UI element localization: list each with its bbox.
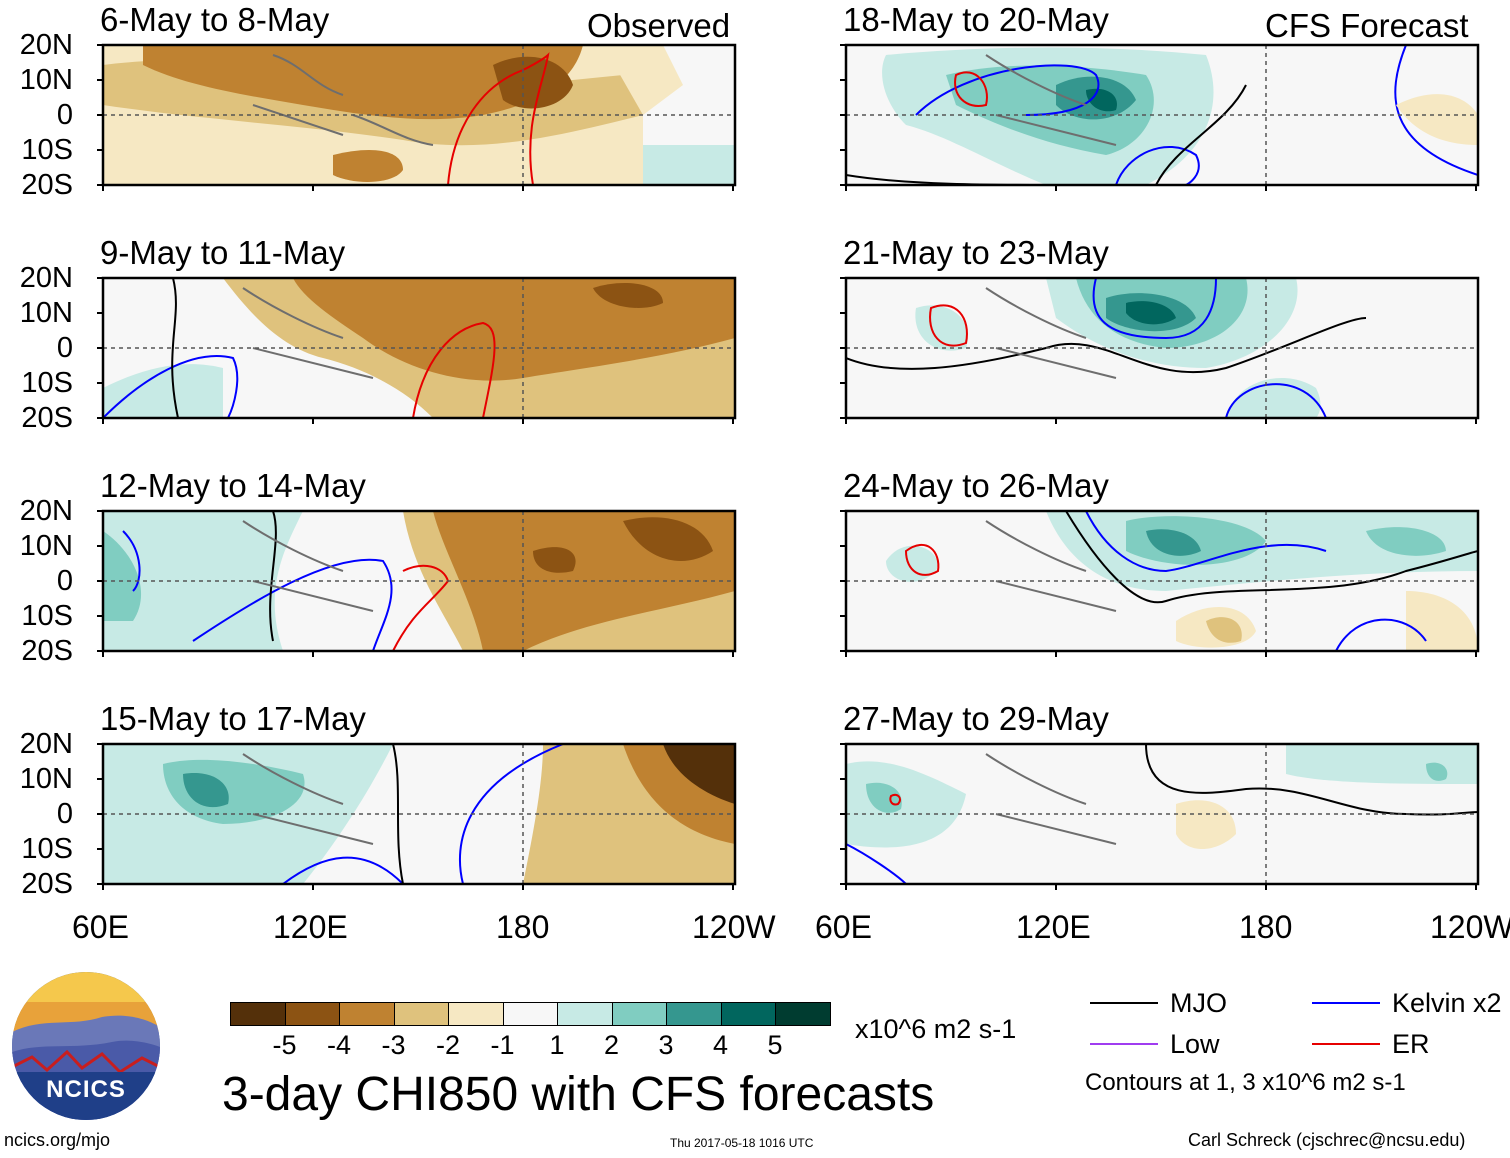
colorbar-label: -3 [381, 1030, 406, 1060]
low-legend-label: Low [1170, 1029, 1220, 1059]
mjo-legend-label: MJO [1170, 988, 1227, 1018]
lat-tick-label: 10N [19, 763, 73, 795]
panel-title: 24-May to 26-May [843, 467, 1109, 504]
panel-frame [840, 742, 1480, 890]
colorbar-swatch [502, 1002, 558, 1026]
kelvin-legend-label: Kelvin x2 [1392, 988, 1502, 1018]
panel-frame [840, 509, 1480, 657]
panel-title: 6-May to 8-May [100, 1, 330, 38]
lon-tick-label: 120E [273, 909, 348, 945]
lat-tick-label: 20N [19, 728, 73, 760]
colorbar-label: -5 [272, 1030, 297, 1060]
colorbar-swatch [720, 1002, 776, 1026]
lat-tick-label: 10N [19, 297, 73, 329]
lon-tick-label: 60E [72, 909, 129, 945]
lat-tick-label: 0 [56, 565, 73, 597]
lon-tick-label: 120W [692, 909, 776, 945]
panel-title: 9-May to 11-May [100, 234, 346, 271]
lat-tick-label: 20N [19, 262, 73, 294]
lat-tick-label: 20S [21, 868, 73, 900]
colorbar-swatch [448, 1002, 504, 1026]
lon-tick-label: 120E [1016, 909, 1091, 945]
panel-frame [97, 509, 737, 657]
colorbar-swatch [557, 1002, 613, 1026]
panel-frame [97, 43, 737, 191]
lat-tick-label: 10N [19, 64, 73, 96]
contour-note: Contours at 1, 3 x10^6 m2 s-1 [1085, 1069, 1406, 1096]
lat-tick-label: 20S [21, 169, 73, 201]
ncics-logo: NCICS [12, 972, 160, 1120]
panel-title: 18-May to 20-May [843, 1, 1109, 38]
lat-tick-label: 10S [21, 833, 73, 865]
colorbar-label: -2 [435, 1030, 460, 1060]
panel-title: 15-May to 17-May [100, 700, 366, 737]
panel-frame [97, 276, 737, 424]
lat-tick-label: 20S [21, 402, 73, 434]
logo-text: NCICS [46, 1076, 126, 1103]
er-legend-line [1312, 1043, 1380, 1045]
lat-tick-label: 20S [21, 635, 73, 667]
colorbar-swatch [666, 1002, 722, 1026]
colorbar-label: -1 [490, 1030, 515, 1060]
panel-title: 12-May to 14-May [100, 467, 366, 504]
colorbar-label: 1 [549, 1030, 565, 1060]
lat-tick-label: 10N [19, 530, 73, 562]
footer-credit: Carl Schreck (cjschrec@ncsu.edu) [1188, 1130, 1466, 1150]
figure-title: 3-day CHI850 with CFS forecasts [222, 1068, 935, 1121]
lon-tick-label: 60E [815, 909, 872, 945]
er-legend-label: ER [1392, 1029, 1430, 1059]
colorbar-swatch [775, 1002, 831, 1026]
lat-tick-label: 10S [21, 367, 73, 399]
lat-tick-label: 20N [19, 29, 73, 61]
lat-tick-label: 10S [21, 600, 73, 632]
colorbar-swatch [339, 1002, 395, 1026]
lon-tick-label: 180 [496, 909, 550, 945]
colorbar-label: 2 [603, 1030, 620, 1060]
panel-frame [840, 43, 1480, 191]
footer-timestamp: Thu 2017-05-18 1016 UTC [670, 1136, 814, 1150]
lat-tick-label: 0 [56, 99, 73, 131]
colorbar-label: 4 [712, 1030, 729, 1060]
panel-frame [840, 276, 1480, 424]
lat-tick-label: 10S [21, 134, 73, 166]
colorbar-label: 3 [658, 1030, 674, 1060]
lat-tick-label: 20N [19, 495, 73, 527]
colorbar-swatch [393, 1002, 449, 1026]
map-panel [103, 45, 735, 185]
lat-tick-label: 0 [56, 798, 73, 830]
colorbar-units: x10^6 m2 s-1 [855, 1014, 1017, 1044]
colorbar-swatch [284, 1002, 340, 1026]
panel-title: 27-May to 29-May [843, 700, 1109, 737]
panel-title: 21-May to 23-May [843, 234, 1109, 271]
footer-url[interactable]: ncics.org/mjo [4, 1130, 111, 1150]
colorbar-label: -4 [326, 1030, 351, 1060]
lat-tick-label: 0 [56, 332, 73, 364]
low-legend-line [1090, 1043, 1158, 1045]
observed-label: Observed [587, 7, 731, 44]
colorbar-label: 5 [767, 1030, 783, 1060]
panel-frame [97, 742, 737, 890]
lon-tick-label: 120W [1430, 909, 1510, 945]
lon-tick-label: 180 [1239, 909, 1293, 945]
kelvin-legend-line [1312, 1002, 1380, 1004]
colorbar-swatch [230, 1002, 286, 1026]
mjo-legend-line [1090, 1002, 1158, 1004]
cfs-forecast-label: CFS Forecast [1265, 7, 1469, 44]
colorbar-swatch [611, 1002, 667, 1026]
